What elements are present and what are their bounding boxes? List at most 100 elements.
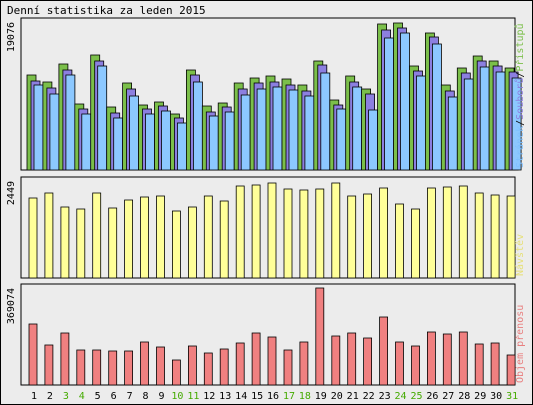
bar-Stránek-11: [192, 81, 203, 171]
bar-Stránek-20: [336, 108, 347, 171]
bar-Stránek-30: [495, 71, 506, 171]
bar-Objem přenosu-12: [203, 352, 213, 386]
bar-Stránek-2: [49, 93, 60, 171]
bar-Návštěv-22: [363, 193, 373, 279]
x-tick-2: 2: [47, 391, 53, 402]
bar-Návštěv-24: [395, 203, 404, 279]
x-tick-5: 5: [95, 391, 101, 402]
x-tick-29: 29: [474, 391, 486, 402]
bar-Objem přenosu-2: [44, 344, 54, 386]
bar-Objem přenosu-16: [267, 336, 277, 386]
bar-Objem přenosu-23: [379, 316, 389, 386]
bar-Objem přenosu-28: [458, 331, 468, 386]
bar-Návštěv-13: [219, 200, 229, 279]
ymax-label-bottom: 369074: [6, 288, 17, 324]
bar-Objem přenosu-7: [124, 350, 133, 386]
bar-Objem přenosu-20: [331, 335, 341, 386]
bar-Návštěv-11: [187, 206, 197, 279]
x-tick-24: 24: [394, 391, 406, 402]
bar-Objem přenosu-18: [299, 341, 309, 386]
bar-Objem přenosu-17: [283, 349, 293, 386]
bar-Stránek-28: [463, 78, 474, 171]
x-tick-19: 19: [315, 391, 327, 402]
bar-Stránek-24: [400, 32, 410, 171]
bar-Návštěv-4: [76, 208, 86, 279]
x-tick-27: 27: [442, 391, 454, 402]
bar-Návštěv-16: [267, 182, 277, 279]
bar-Stránek-13: [224, 111, 235, 171]
x-tick-30: 30: [490, 391, 502, 402]
bar-Návštěv-10: [171, 210, 181, 279]
bar-Návštěv-21: [347, 195, 357, 279]
bar-Objem přenosu-4: [76, 349, 86, 386]
bar-Stránek-6: [113, 117, 124, 171]
bar-Objem přenosu-15: [251, 332, 261, 386]
x-tick-18: 18: [299, 391, 311, 402]
legend-part-1: /: [515, 120, 526, 126]
ymax-label-middle: 2449: [6, 181, 17, 205]
bar-Stránek-18: [304, 95, 315, 171]
x-tick-25: 25: [410, 391, 422, 402]
bar-Návštěv-12: [203, 195, 213, 279]
bar-Objem přenosu-13: [219, 348, 229, 386]
bar-Objem přenosu-31: [506, 354, 516, 386]
x-tick-22: 22: [363, 391, 375, 402]
bar-Stránek-12: [208, 115, 219, 171]
bar-Objem přenosu-26: [426, 331, 436, 386]
bar-Stránek-27: [447, 96, 458, 171]
bar-Stránek-8: [145, 113, 155, 171]
bar-Stránek-4: [81, 113, 92, 171]
bar-Stránek-21: [352, 86, 363, 171]
bar-Stránek-29: [479, 66, 490, 171]
bar-Objem přenosu-19: [315, 287, 325, 386]
x-tick-15: 15: [251, 391, 263, 402]
bar-Stránek-22: [368, 109, 379, 171]
bar-Objem přenosu-14: [235, 342, 245, 386]
bar-Stránek-16: [272, 86, 283, 171]
legend-top: Stránek/Souborů/Přístupů: [514, 23, 526, 168]
legend-bottom: Objem přenosu: [514, 305, 526, 383]
bar-Objem přenosu-11: [187, 345, 197, 386]
bar-Návštěv-1: [28, 197, 38, 279]
bar-Stránek-1: [33, 84, 44, 171]
bar-Objem přenosu-3: [60, 332, 70, 386]
bar-Návštěv-17: [283, 188, 293, 279]
bar-Stránek-31: [511, 77, 522, 171]
ymax-label-top: 19076: [6, 22, 17, 52]
bar-Stránek-3: [65, 74, 76, 171]
legend-part-4: Přístupů: [514, 23, 526, 71]
bar-Stránek-10: [176, 122, 187, 171]
bar-Objem přenosu-24: [395, 341, 404, 386]
bar-Návštěv-29: [474, 192, 484, 279]
bar-Stránek-19: [320, 72, 331, 171]
bar-Návštěv-27: [442, 186, 452, 279]
bar-Stránek-26: [431, 43, 442, 171]
x-tick-10: 10: [171, 391, 183, 402]
bar-Objem přenosu-8: [140, 341, 149, 386]
x-tick-3: 3: [63, 391, 69, 402]
x-tick-26: 26: [426, 391, 438, 402]
x-tick-12: 12: [203, 391, 215, 402]
bar-Návštěv-3: [60, 206, 70, 279]
bar-Návštěv-18: [299, 189, 309, 279]
bar-Objem přenosu-22: [363, 337, 373, 386]
x-tick-31: 31: [506, 391, 518, 402]
bar-Návštěv-28: [458, 185, 468, 279]
x-tick-7: 7: [127, 391, 133, 402]
bar-Návštěv-19: [315, 188, 325, 279]
bar-Objem přenosu-27: [442, 333, 452, 386]
bar-Návštěv-15: [251, 184, 261, 279]
bar-Návštěv-30: [490, 194, 500, 279]
bar-Objem přenosu-21: [347, 332, 357, 386]
bar-Návštěv-26: [426, 187, 436, 279]
bar-Návštěv-8: [140, 196, 149, 279]
x-tick-9: 9: [158, 391, 164, 402]
bar-Stránek-15: [256, 88, 267, 171]
bar-Návštěv-9: [156, 195, 165, 279]
x-tick-20: 20: [331, 391, 343, 402]
bar-Stránek-25: [416, 75, 426, 171]
bar-Stránek-5: [97, 65, 108, 171]
x-tick-17: 17: [283, 391, 295, 402]
bar-Objem přenosu-5: [92, 349, 102, 386]
